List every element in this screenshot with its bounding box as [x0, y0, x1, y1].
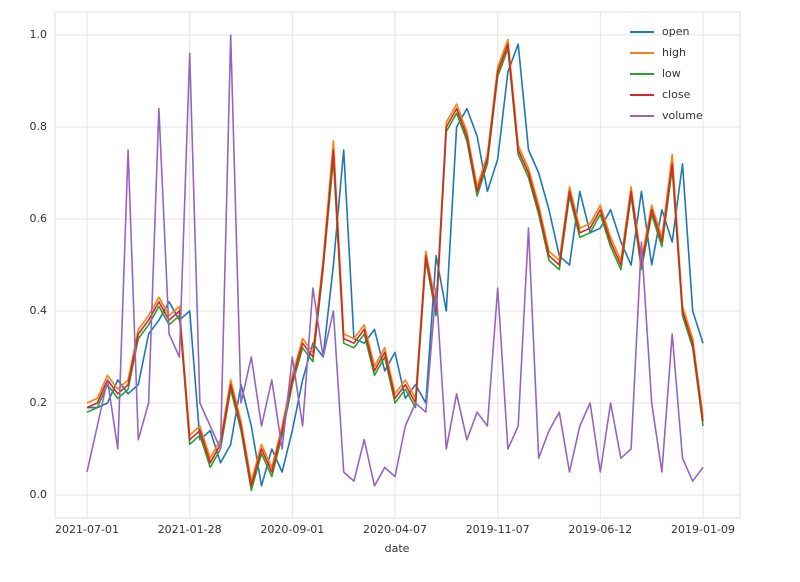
- series-line: [86, 43, 704, 487]
- y-tick-label: 0.6: [30, 212, 48, 225]
- legend-label: close: [662, 88, 691, 101]
- series-line: [86, 48, 704, 492]
- y-tick-label: 0.4: [30, 304, 48, 317]
- series-line: [87, 43, 704, 487]
- y-tick-label: 1.0: [30, 28, 48, 41]
- x-tick-label: 2019-01-09: [671, 523, 735, 536]
- x-tick-label: 2019-11-07: [466, 523, 530, 536]
- legend-label: open: [662, 25, 689, 38]
- x-tick-label: 2019-06-12: [568, 523, 632, 536]
- plot-area: [54, 11, 741, 519]
- legend-label: low: [662, 67, 681, 80]
- x-tick-label: 2020-04-07: [363, 523, 427, 536]
- x-tick-label: 2021-01-28: [158, 523, 222, 536]
- y-tick-label: 0.0: [30, 488, 48, 501]
- legend-label: volume: [662, 109, 703, 122]
- legend-label: high: [662, 46, 686, 59]
- x-tick-label: 2021-07-01: [55, 523, 119, 536]
- x-tick-label: 2020-09-01: [260, 523, 324, 536]
- series-line: [86, 34, 704, 487]
- x-axis-label: date: [385, 542, 410, 555]
- y-tick-label: 0.8: [30, 120, 48, 133]
- y-tick-label: 0.2: [30, 396, 48, 409]
